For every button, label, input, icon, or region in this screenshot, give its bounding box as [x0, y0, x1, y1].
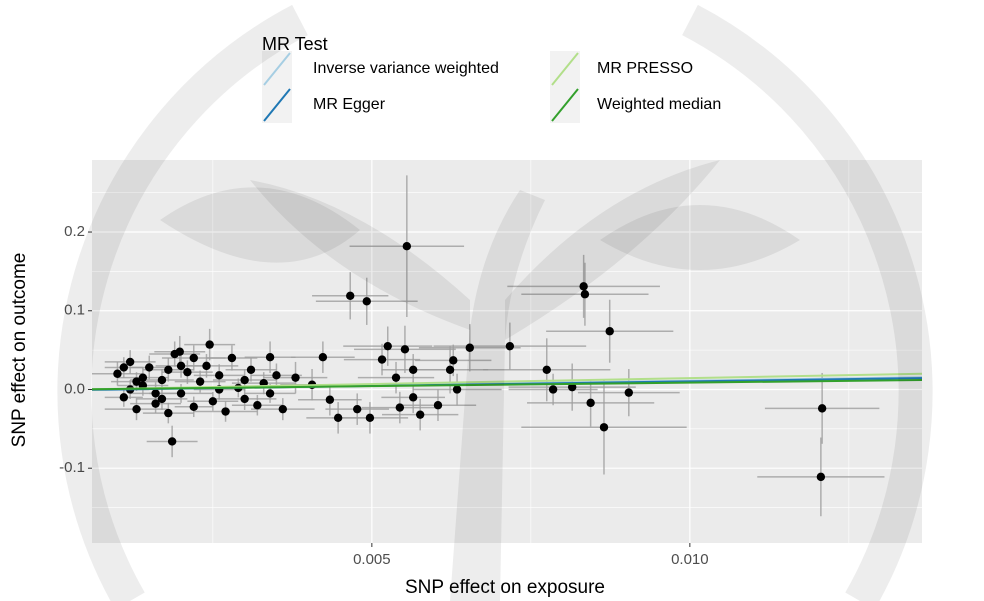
- point: [240, 375, 249, 385]
- point: [215, 371, 224, 380]
- point: [402, 242, 412, 251]
- point: [221, 407, 230, 416]
- point: [599, 423, 609, 432]
- point: [605, 327, 614, 336]
- point: [240, 394, 249, 404]
- x-tick-label: 0.005: [353, 551, 391, 568]
- point: [433, 401, 443, 410]
- point: [202, 361, 211, 371]
- y-axis-title: SNP effect on outcome: [9, 253, 30, 448]
- point: [208, 397, 218, 406]
- point: [167, 437, 177, 446]
- point: [205, 340, 214, 349]
- point: [246, 365, 256, 375]
- legend-label: MR Egger: [313, 96, 386, 113]
- legend-swatch: [263, 88, 291, 122]
- point: [151, 389, 160, 398]
- point: [164, 365, 173, 375]
- point: [415, 410, 425, 419]
- point: [113, 369, 122, 378]
- point: [624, 388, 633, 397]
- point: [586, 398, 595, 408]
- point: [346, 291, 355, 301]
- point: [816, 472, 826, 482]
- legend-swatch: [551, 52, 579, 86]
- y-tick-label: -0.1: [59, 459, 85, 476]
- point: [567, 382, 577, 392]
- legend-title: MR Test: [262, 34, 328, 54]
- point: [291, 373, 300, 382]
- point: [189, 402, 198, 412]
- legend-swatch: [263, 52, 291, 86]
- point: [449, 356, 458, 365]
- point: [580, 290, 590, 299]
- point: [132, 404, 141, 414]
- x-tick-label: 0.010: [671, 551, 709, 568]
- point: [265, 353, 275, 362]
- point: [542, 365, 551, 375]
- y-tick-label: 0.2: [64, 223, 85, 240]
- point: [377, 355, 387, 364]
- mr-line: [91, 372, 923, 391]
- point: [408, 393, 418, 402]
- point: [176, 389, 186, 398]
- point: [505, 341, 515, 351]
- point: [400, 345, 410, 354]
- legend-label: Weighted median: [597, 96, 721, 113]
- point: [176, 361, 186, 371]
- mr-line: [91, 379, 923, 391]
- point: [253, 401, 262, 410]
- point: [445, 365, 455, 375]
- legend-swatch: [551, 88, 579, 122]
- watermark: [57, 4, 933, 601]
- point: [157, 394, 167, 404]
- point: [151, 399, 160, 408]
- point: [408, 365, 418, 375]
- point: [278, 404, 288, 414]
- legend-label: Inverse variance weighted: [313, 60, 499, 77]
- plot-panel: [92, 160, 922, 543]
- point: [125, 357, 135, 367]
- point: [145, 363, 154, 372]
- point: [325, 395, 335, 404]
- point: [579, 282, 588, 291]
- point: [383, 341, 392, 351]
- y-tick-label: 0.0: [64, 380, 85, 397]
- point: [452, 385, 462, 394]
- point: [119, 393, 129, 402]
- point: [353, 404, 362, 414]
- point: [119, 363, 129, 372]
- point: [157, 375, 167, 385]
- point: [817, 404, 827, 413]
- point: [175, 347, 184, 356]
- point: [195, 377, 205, 386]
- point: [189, 353, 198, 363]
- point: [465, 343, 474, 352]
- y-tick-label: 0.1: [64, 302, 85, 319]
- point: [272, 371, 281, 380]
- point: [391, 373, 401, 382]
- point: [548, 385, 558, 394]
- point: [395, 403, 405, 412]
- point: [318, 353, 328, 362]
- point: [265, 389, 275, 398]
- point: [365, 413, 375, 423]
- point: [132, 377, 141, 386]
- legend-label: MR PRESSO: [597, 60, 693, 77]
- point: [138, 373, 148, 382]
- point: [183, 367, 192, 377]
- point: [164, 408, 173, 418]
- point: [227, 353, 237, 363]
- point: [333, 413, 343, 423]
- x-axis-title: SNP effect on exposure: [405, 577, 605, 598]
- point: [362, 297, 371, 306]
